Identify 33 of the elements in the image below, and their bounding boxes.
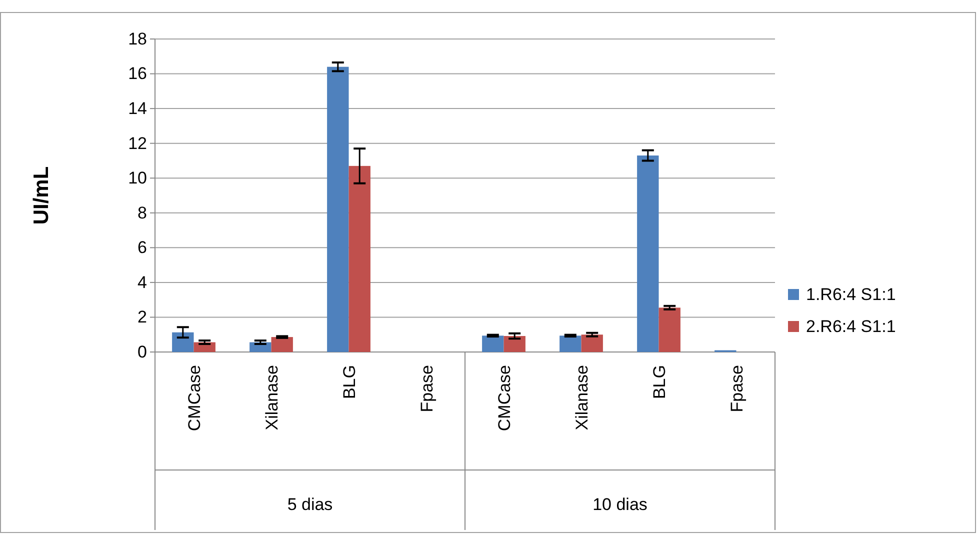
bar <box>172 332 194 352</box>
x-tick-label: Fpase <box>417 365 436 412</box>
bar <box>637 156 659 352</box>
y-tick-label: 10 <box>128 168 147 188</box>
legend-label: 2.R6:4 S1:1 <box>806 317 896 336</box>
text: 10 dias <box>592 495 648 514</box>
x-tick-label: Fpase <box>727 365 746 412</box>
y-tick-label: 6 <box>138 238 147 258</box>
bar <box>482 336 504 352</box>
bar <box>658 308 680 352</box>
legend-label: 1.R6:4 S1:1 <box>806 285 896 304</box>
bar <box>327 66 349 352</box>
bar <box>348 166 370 352</box>
text: 5 dias <box>287 495 333 514</box>
y-tick-label: 12 <box>128 134 147 153</box>
y-tick-label: 0 <box>138 342 147 362</box>
x-tick-label: CMCase <box>184 365 204 432</box>
x-tick-label: Xilanase <box>572 365 592 430</box>
y-tick-label: 2 <box>138 308 147 327</box>
x-tick-label: Xilanase <box>262 365 282 430</box>
x-tick-label: CMCase <box>494 365 514 432</box>
x-tick-label: BLG <box>340 365 359 400</box>
y-tick-label: 4 <box>138 272 147 292</box>
bar <box>504 336 526 352</box>
y-axis-title: UI/mL <box>30 166 53 225</box>
y-tick-label: 16 <box>128 64 147 84</box>
y-tick-label: 8 <box>138 203 147 222</box>
y-tick-label: 14 <box>128 98 147 118</box>
bar <box>271 337 293 352</box>
bar <box>581 334 603 352</box>
bar <box>560 336 582 352</box>
y-tick-label: 18 <box>128 29 147 48</box>
x-tick-label: BLG <box>650 365 669 400</box>
